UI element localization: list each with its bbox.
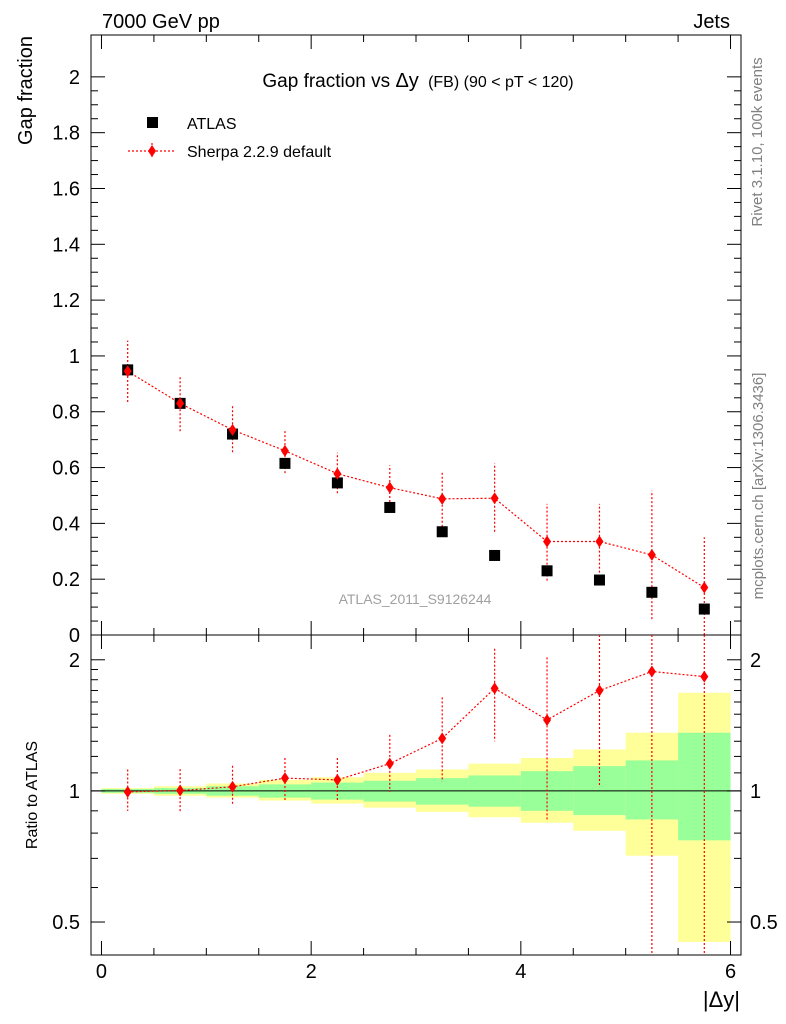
sherpa-point xyxy=(647,548,656,561)
sherpa-point xyxy=(176,397,185,410)
main-series-layer xyxy=(122,340,710,635)
x-tick-label: 4 xyxy=(515,961,526,983)
ratio-band-inner xyxy=(625,760,679,820)
atlas-point xyxy=(646,586,658,598)
ratio-sherpa-point xyxy=(438,732,447,745)
atlas-point xyxy=(593,574,605,586)
legend-atlas-marker xyxy=(147,117,158,128)
main-ytick-label: 2 xyxy=(69,67,80,89)
main-ytick-label: 1.4 xyxy=(52,234,80,256)
sherpa-point xyxy=(333,467,342,480)
sherpa-point xyxy=(438,492,447,505)
analysis-watermark: ATLAS_2011_S9126244 xyxy=(339,591,492,607)
main-y-ticks: 0 0.2 0.4 0.6 0.8 1 1.2 1.4 1.6 1.8 2 xyxy=(52,35,741,647)
legend: ATLAS Sherpa 2.2.9 default xyxy=(128,116,332,161)
header-left-label: 7000 GeV pp xyxy=(102,11,220,33)
sherpa-point xyxy=(543,535,552,548)
ratio-ytick-label-left: 1 xyxy=(69,781,80,803)
ratio-sherpa-point xyxy=(176,784,185,797)
sherpa-point xyxy=(385,481,394,494)
legend-sherpa-marker xyxy=(148,145,156,157)
ratio-ytick-label-right: 0.5 xyxy=(750,912,778,934)
main-ytick-label: 0.6 xyxy=(52,458,80,480)
sherpa-point xyxy=(280,444,289,457)
ratio-sherpa-line xyxy=(127,670,705,793)
ratio-sherpa-point xyxy=(123,785,132,798)
atlas-point xyxy=(436,526,448,538)
x-tick-label: 0 xyxy=(96,961,107,983)
ratio-sherpa-point xyxy=(333,773,342,786)
ratio-ytick-label-right: 2 xyxy=(750,650,761,672)
ratio-y-axis-label: Ratio to ATLAS xyxy=(24,741,41,849)
x-tick-label: 2 xyxy=(306,961,317,983)
atlas-point xyxy=(331,477,343,489)
sherpa-point xyxy=(490,492,499,505)
main-title: Gap fraction vs Δy (FB) (90 < pT < 120) xyxy=(262,70,573,92)
title-tail-text: (FB) (90 < pT < 120) xyxy=(428,74,574,91)
ratio-sherpa-point xyxy=(280,772,289,785)
legend-atlas-label: ATLAS xyxy=(187,116,237,133)
main-ytick-label: 1.6 xyxy=(52,178,80,200)
main-ytick-label: 0.2 xyxy=(52,569,80,591)
main-panel: 00.20.40.60.811.21.41.61.82 7000 GeV pp … xyxy=(15,11,742,647)
main-ytick-label: 1.2 xyxy=(52,290,80,312)
main-ytick-label: 0.4 xyxy=(52,513,80,535)
ratio-sherpa-point xyxy=(543,713,552,726)
x-axis-label: |Δy| xyxy=(703,987,740,1012)
ratio-bands-layer xyxy=(91,692,741,942)
atlas-point xyxy=(384,501,396,513)
atlas-point xyxy=(279,457,291,469)
main-y-axis-label: Gap fraction xyxy=(15,36,37,145)
ratio-sherpa-point xyxy=(490,682,499,695)
atlas-point xyxy=(541,565,553,577)
main-ytick-label: 1 xyxy=(69,346,80,368)
main-ytick-label: 0.8 xyxy=(52,402,80,424)
ratio-ytick-label-left: 0.5 xyxy=(52,912,80,934)
sherpa-point xyxy=(123,365,132,378)
sherpa-point xyxy=(228,423,237,436)
atlas-point xyxy=(698,603,710,615)
title-main-text: Gap fraction vs xyxy=(262,71,390,92)
ratio-ticks-layer: 0.5 0.5 1 1 2 2 0 2 4 6 xyxy=(52,635,778,983)
ratio-sherpa-point xyxy=(595,684,604,697)
ratio-sherpa-point xyxy=(385,757,394,770)
ratio-ytick-label-left: 2 xyxy=(69,650,80,672)
ratio-sherpa-point xyxy=(647,665,656,678)
mcplots-label: mcplots.cern.ch [arXiv:1306.3436] xyxy=(750,373,767,600)
atlas-point xyxy=(489,549,501,561)
legend-sherpa-label: Sherpa 2.2.9 default xyxy=(187,144,332,161)
ratio-series-layer xyxy=(123,635,709,955)
main-ytick-label: 0 xyxy=(69,625,80,647)
ratio-band-inner xyxy=(678,732,731,841)
sherpa-line xyxy=(127,370,705,589)
ratio-panel: 0.5 0.5 1 1 2 2 0 2 4 6 Ratio to ATLAS |Δy| xyxy=(24,634,778,1012)
main-ytick-label: 1.8 xyxy=(52,123,80,145)
rivet-version-label: Rivet 3.1.10, 100k events xyxy=(749,57,766,226)
sherpa-point xyxy=(595,535,604,548)
header-right-label: Jets xyxy=(693,11,730,33)
ratio-sherpa-point xyxy=(228,780,237,793)
ratio-ytick-label-right: 1 xyxy=(750,781,761,803)
ratio-sherpa-point xyxy=(700,670,709,683)
title-variable: Δy xyxy=(395,70,418,92)
sherpa-point xyxy=(700,581,709,594)
x-tick-label: 6 xyxy=(725,961,736,983)
